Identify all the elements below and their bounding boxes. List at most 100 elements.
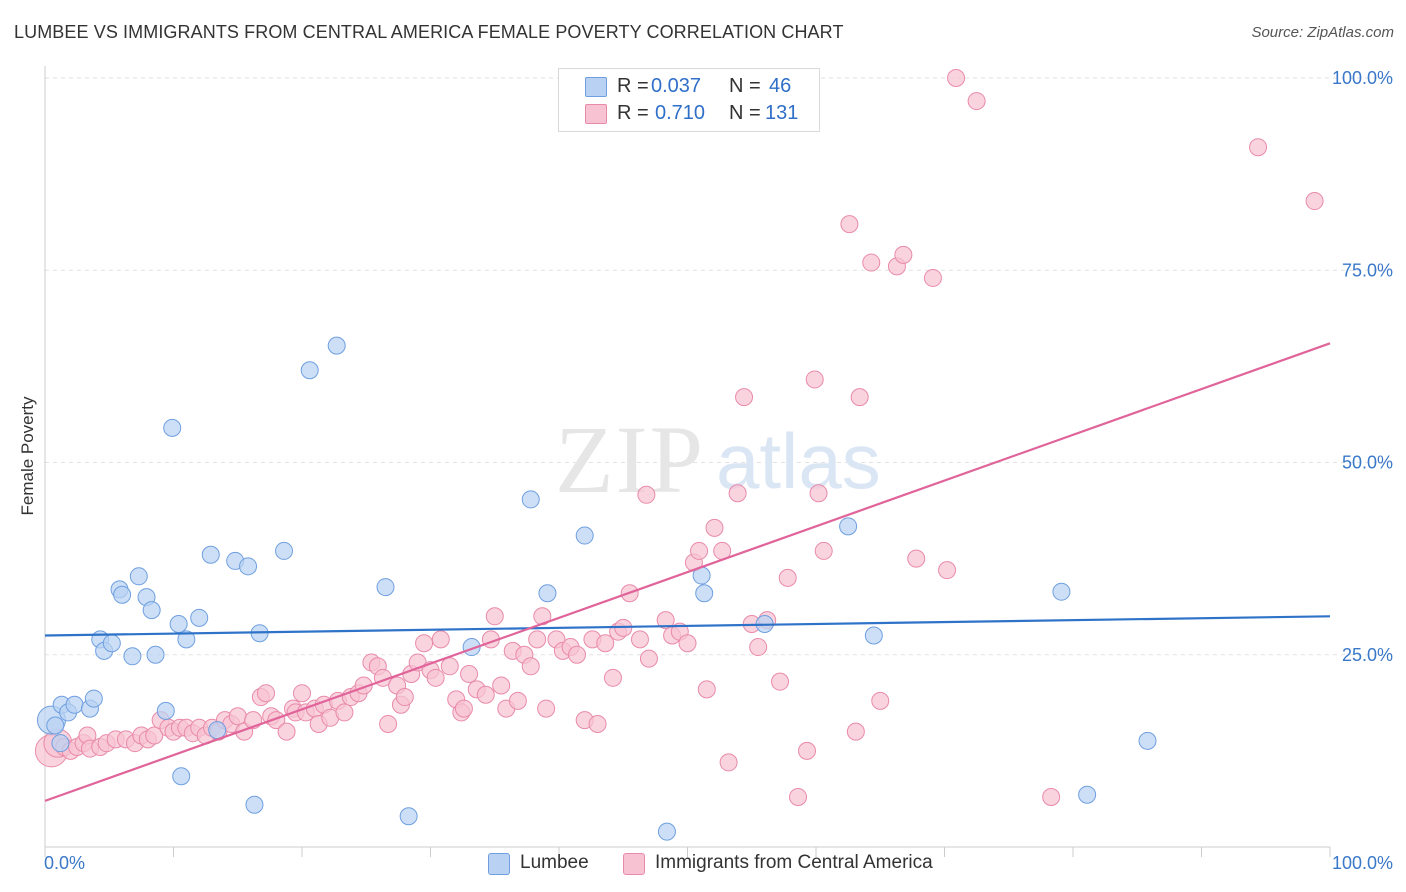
lumbee-point	[575, 526, 594, 545]
immigrants-point	[967, 92, 986, 111]
lumbee-point	[84, 689, 103, 708]
lumbee-point	[657, 822, 676, 841]
lumbee-point	[146, 645, 165, 664]
immigrants-point	[485, 607, 504, 626]
legend-r-value: 0.037	[651, 75, 702, 97]
immigrants-legend-label: Immigrants from Central America	[655, 852, 933, 873]
immigrants-point	[735, 388, 754, 407]
immigrants-point	[145, 726, 164, 745]
lumbee-point	[300, 361, 319, 380]
immigrants-point	[639, 649, 658, 668]
lumbee-point	[521, 490, 540, 509]
immigrants-point	[379, 714, 398, 733]
immigrants-point	[789, 788, 808, 807]
lumbee-point	[538, 584, 557, 603]
immigrants-point	[335, 703, 354, 722]
immigrants-point	[537, 699, 556, 718]
lumbee-point	[123, 647, 142, 666]
lumbee-point	[399, 807, 418, 826]
lumbee-point	[46, 716, 65, 735]
immigrants-swatch	[585, 104, 607, 124]
lumbee-point	[839, 517, 858, 536]
immigrants-point	[771, 672, 790, 691]
stats-legend: R = 0.037 N = 46 R = 0.710 N = 131	[558, 68, 820, 132]
lumbee-point	[695, 584, 714, 603]
legend-r-label: R =	[617, 102, 649, 124]
immigrants-point	[850, 388, 869, 407]
immigrants-point	[656, 611, 675, 630]
immigrants-point	[395, 688, 414, 707]
immigrants-point	[277, 722, 296, 741]
immigrants-point	[426, 668, 445, 687]
immigrants-point	[862, 253, 881, 272]
immigrants-point	[528, 630, 547, 649]
source-label: Source: ZipAtlas.com	[1251, 24, 1394, 41]
lumbee-point	[1078, 785, 1097, 804]
grid-lines	[45, 77, 1392, 656]
lumbee-points	[36, 336, 1157, 841]
y-tick-label: 25.0%	[1342, 645, 1393, 665]
y-tick-labels: 25.0% 50.0% 75.0% 100.0%	[1332, 68, 1393, 665]
y-axis-label: Female Poverty	[18, 396, 37, 516]
immigrants-point	[431, 630, 450, 649]
immigrants-point	[1249, 138, 1268, 157]
lumbee-point	[376, 578, 395, 597]
legend-n-value: 46	[769, 75, 792, 97]
immigrants-point	[454, 699, 473, 718]
immigrants-point	[814, 541, 833, 560]
lumbee-point	[327, 336, 346, 355]
immigrants-point	[567, 645, 586, 664]
immigrants-point	[596, 634, 615, 653]
lumbee-legend-label: Lumbee	[520, 852, 589, 873]
immigrants-point	[690, 541, 709, 560]
lumbee-point	[142, 601, 161, 620]
immigrants-point	[728, 484, 747, 503]
immigrants-point	[907, 549, 926, 568]
lumbee-point	[129, 567, 148, 586]
lumbee-point	[172, 767, 191, 786]
lumbee-point	[169, 614, 188, 633]
immigrants-point	[1305, 192, 1324, 211]
immigrants-point	[603, 668, 622, 687]
legend-n-label: N =	[729, 102, 761, 124]
immigrants-point	[947, 69, 966, 87]
immigrants-point	[923, 268, 942, 287]
immigrants-point	[460, 664, 479, 683]
lumbee-point	[275, 541, 294, 560]
lumbee-point	[208, 721, 227, 740]
y-tick-label: 100.0%	[1332, 68, 1393, 88]
immigrants-trend-line	[44, 342, 1331, 802]
immigrants-point	[293, 684, 311, 703]
lumbee-swatch	[585, 77, 607, 97]
lumbee-point	[201, 545, 220, 564]
lumbee-point	[156, 701, 175, 720]
lumbee-point	[864, 626, 883, 645]
legend-r-value: 0.710	[655, 102, 706, 124]
lumbee-point	[1052, 582, 1071, 601]
lumbee-point	[245, 795, 264, 814]
immigrants-point	[508, 691, 527, 710]
immigrants-point	[749, 638, 768, 657]
immigrants-point	[1042, 788, 1061, 807]
y-tick-label: 50.0%	[1342, 453, 1393, 473]
immigrants-point	[492, 676, 511, 695]
chart-title: LUMBEE VS IMMIGRANTS FROM CENTRAL AMERIC…	[14, 22, 844, 42]
x-tick-label-min: 0.0%	[44, 853, 85, 873]
immigrants-point	[637, 485, 656, 504]
immigrants-point	[809, 484, 828, 503]
watermark-zip: ZIP	[555, 406, 705, 513]
immigrants-point	[871, 691, 890, 710]
lumbee-point	[190, 608, 209, 627]
immigrants-point	[588, 714, 607, 733]
lumbee-point	[163, 418, 182, 437]
immigrants-point	[257, 684, 276, 703]
immigrants-point	[805, 370, 824, 389]
lumbee-point	[239, 557, 258, 576]
immigrants-legend-swatch	[623, 853, 645, 875]
immigrants-point	[630, 630, 649, 649]
y-tick-label: 75.0%	[1342, 260, 1393, 280]
immigrants-point	[894, 245, 913, 264]
lumbee-point	[102, 634, 121, 653]
x-tick-label-max: 100.0%	[1332, 853, 1393, 873]
